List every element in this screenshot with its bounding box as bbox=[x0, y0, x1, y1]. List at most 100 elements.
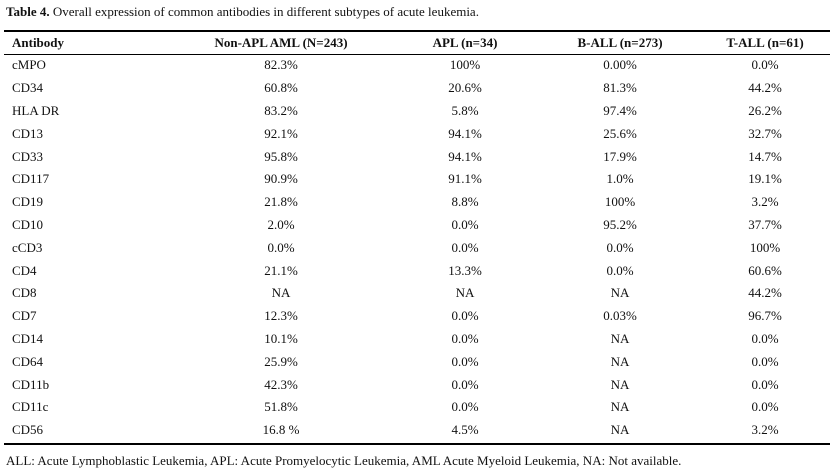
column-header: T-ALL (n=61) bbox=[726, 35, 804, 50]
percentage-cell: 25.9% bbox=[264, 353, 298, 369]
percentage-cell: NA bbox=[610, 376, 630, 392]
antibody-name-cell: CD14 bbox=[12, 330, 44, 346]
percentage-cell: 81.3% bbox=[603, 80, 637, 96]
percentage-cell: 0.0% bbox=[451, 353, 479, 369]
percentage-cell: 94.1% bbox=[448, 125, 482, 141]
table-row: CD56 16.8 % 4.5% NA 3.2% bbox=[4, 419, 830, 442]
percentage-cell: 14.7% bbox=[748, 148, 782, 164]
percentage-cell: 100% bbox=[749, 239, 781, 255]
table-row: CD11b 42.3% 0.0% NA 0.0% bbox=[4, 373, 830, 396]
percentage-cell: 21.8% bbox=[264, 194, 298, 210]
percentage-cell: 83.2% bbox=[264, 102, 298, 118]
antibody-name-cell: CD34 bbox=[12, 80, 44, 96]
percentage-cell: 0.0% bbox=[751, 57, 779, 73]
percentage-cell: 19.1% bbox=[748, 171, 782, 187]
column-header: Non-APL AML (N=243) bbox=[214, 35, 348, 50]
percentage-cell: 0.03% bbox=[603, 308, 637, 324]
percentage-cell: 0.0% bbox=[751, 399, 779, 415]
antibody-name-cell: cCD3 bbox=[12, 239, 43, 255]
percentage-cell: 0.00% bbox=[603, 57, 637, 73]
percentage-cell: NA bbox=[271, 285, 291, 301]
percentage-cell: 2.0% bbox=[267, 216, 295, 232]
table-footnote: ALL: Acute Lymphoblastic Leukemia, APL: … bbox=[6, 453, 682, 468]
percentage-cell: 0.0% bbox=[451, 330, 479, 346]
table-row: cCD3 0.0% 0.0% 0.0% 100% bbox=[4, 236, 830, 259]
percentage-cell: 90.9% bbox=[264, 171, 298, 187]
percentage-cell: 20.6% bbox=[448, 80, 482, 96]
table-row: CD11c 51.8% 0.0% NA 0.0% bbox=[4, 396, 830, 419]
percentage-cell: 44.2% bbox=[748, 80, 782, 96]
antibody-name-cell: CD56 bbox=[12, 422, 44, 438]
percentage-cell: 17.9% bbox=[603, 148, 637, 164]
antibody-name-cell: HLA DR bbox=[12, 102, 60, 118]
percentage-cell: 4.5% bbox=[451, 422, 479, 438]
percentage-cell: 100% bbox=[449, 57, 481, 73]
percentage-cell: 37.7% bbox=[748, 216, 782, 232]
percentage-cell: 21.1% bbox=[264, 262, 298, 278]
percentage-cell: NA bbox=[610, 422, 630, 438]
percentage-cell: 3.2% bbox=[751, 194, 779, 210]
percentage-cell: 0.0% bbox=[751, 330, 779, 346]
percentage-cell: 10.1% bbox=[264, 330, 298, 346]
percentage-cell: NA bbox=[455, 285, 475, 301]
table-caption: Table 4. Overall expression of common an… bbox=[6, 3, 479, 21]
percentage-cell: 3.2% bbox=[751, 422, 779, 438]
table-row: CD8 NA NA NA 44.2% bbox=[4, 282, 830, 305]
column-header: B-ALL (n=273) bbox=[577, 35, 663, 50]
percentage-cell: NA bbox=[610, 353, 630, 369]
table-row: CD33 95.8% 94.1% 17.9% 14.7% bbox=[4, 145, 830, 168]
percentage-cell: 51.8% bbox=[264, 399, 298, 415]
antibody-name-cell: CD4 bbox=[12, 262, 37, 278]
percentage-cell: NA bbox=[610, 399, 630, 415]
antibody-name-cell: cMPO bbox=[12, 57, 46, 73]
percentage-cell: 92.1% bbox=[264, 125, 298, 141]
percentage-cell: 60.8% bbox=[264, 80, 298, 96]
table-row: CD10 2.0% 0.0% 95.2% 37.7% bbox=[4, 214, 830, 237]
table-row: CD19 21.8% 8.8% 100% 3.2% bbox=[4, 191, 830, 214]
antibody-name-cell: CD10 bbox=[12, 216, 44, 232]
header-row: Antibody Non-APL AML (N=243) APL (n=34) B-A… bbox=[4, 32, 830, 54]
percentage-cell: NA bbox=[610, 285, 630, 301]
table-header-rule bbox=[4, 54, 830, 55]
percentage-cell: 0.0% bbox=[267, 239, 295, 255]
percentage-cell: NA bbox=[610, 330, 630, 346]
percentage-cell: 42.3% bbox=[264, 376, 298, 392]
percentage-cell: 0.0% bbox=[451, 376, 479, 392]
antibody-name-cell: CD8 bbox=[12, 285, 37, 301]
table-row: CD14 10.1% 0.0% NA 0.0% bbox=[4, 328, 830, 351]
antibody-name-cell: CD13 bbox=[12, 125, 44, 141]
percentage-cell: 16.8 % bbox=[262, 422, 300, 438]
table-caption-label: Table 4. bbox=[6, 4, 50, 19]
percentage-cell: 0.0% bbox=[451, 216, 479, 232]
percentage-cell: 0.0% bbox=[451, 239, 479, 255]
table-header: Antibody Non-APL AML (N=243) APL (n=34) B-A… bbox=[4, 32, 830, 54]
percentage-cell: 0.0% bbox=[451, 399, 479, 415]
percentage-cell: 1.0% bbox=[606, 171, 634, 187]
table-row: CD4 21.1% 13.3% 0.0% 60.6% bbox=[4, 259, 830, 282]
table-caption-text: Overall expression of common antibodies … bbox=[49, 4, 479, 19]
table-body: cMPO 82.3% 100% 0.00% 0.0% CD34 60.8% 20.6% 81.3… bbox=[4, 54, 830, 442]
antibody-name-cell: CD33 bbox=[12, 148, 44, 164]
percentage-cell: 100% bbox=[604, 194, 636, 210]
percentage-cell: 13.3% bbox=[448, 262, 482, 278]
percentage-cell: 0.0% bbox=[606, 239, 634, 255]
percentage-cell: 95.2% bbox=[603, 216, 637, 232]
percentage-cell: 94.1% bbox=[448, 148, 482, 164]
table-row: HLA DR 83.2% 5.8% 97.4% 26.2% bbox=[4, 100, 830, 123]
percentage-cell: 5.8% bbox=[451, 102, 479, 118]
percentage-cell: 25.6% bbox=[603, 125, 637, 141]
antibody-name-cell: CD7 bbox=[12, 308, 37, 324]
percentage-cell: 12.3% bbox=[264, 308, 298, 324]
percentage-cell: 95.8% bbox=[264, 148, 298, 164]
table-row: CD13 92.1% 94.1% 25.6% 32.7% bbox=[4, 122, 830, 145]
antibody-name-cell: CD19 bbox=[12, 194, 44, 210]
table-row: CD34 60.8% 20.6% 81.3% 44.2% bbox=[4, 77, 830, 100]
percentage-cell: 8.8% bbox=[451, 194, 479, 210]
percentage-cell: 91.1% bbox=[448, 171, 482, 187]
table-row: cMPO 82.3% 100% 0.00% 0.0% bbox=[4, 54, 830, 77]
antibody-name-cell: CD117 bbox=[12, 171, 50, 187]
percentage-cell: 82.3% bbox=[264, 57, 298, 73]
percentage-cell: 60.6% bbox=[748, 262, 782, 278]
percentage-cell: 32.7% bbox=[748, 125, 782, 141]
antibody-expression-table: Antibody Non-APL AML (N=243) APL (n=34) B-A… bbox=[4, 32, 830, 442]
